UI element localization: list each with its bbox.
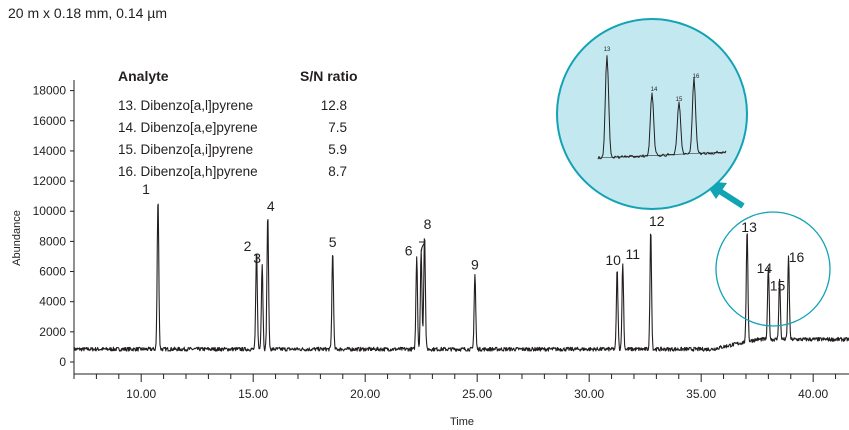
table-row-15-ratio: 5.9 <box>328 142 347 157</box>
x-tick-label: 25.00 <box>462 387 492 401</box>
y-tick-label: 2000 <box>39 325 66 339</box>
table-row-16-analyte: 16. Dibenzo[a,h]pyrene <box>118 164 258 179</box>
chromatogram-trace <box>73 203 849 352</box>
analyte-table: Analyte S/N ratio 13. Dibenzo[a,l]pyrene… <box>118 68 358 179</box>
table-row-15-analyte: 15. Dibenzo[a,i]pyrene <box>118 142 253 157</box>
inset-label-16: 16 <box>693 74 700 80</box>
peak-label-3: 3 <box>253 250 261 266</box>
x-tick-label: 40.00 <box>798 387 828 401</box>
table-header-sn-ratio: S/N ratio <box>300 68 358 84</box>
peak-label-6: 6 <box>405 242 413 258</box>
inset-label-15: 15 <box>676 97 683 103</box>
x-tick-label: 20.00 <box>350 387 380 401</box>
x-axis-ticks: 10.00 15.00 20.00 25.00 30.00 35.00 40.00 <box>73 374 837 401</box>
table-row-14-analyte: 14. Dibenzo[a,e]pyrene <box>118 120 258 135</box>
zoom-inset: 13 14 15 16 <box>556 18 748 210</box>
zoom-inset-circle <box>556 18 748 210</box>
zoom-inset-trace <box>597 55 727 160</box>
y-tick-label: 12000 <box>33 174 67 188</box>
x-tick-label: 10.00 <box>126 387 156 401</box>
peak-label-9: 9 <box>471 257 479 273</box>
peak-label-12: 12 <box>649 213 665 229</box>
chart-subtitle: 20 m x 0.18 mm, 0.14 µm <box>8 5 167 21</box>
y-tick-label: 0 <box>59 355 66 369</box>
table-row-13-analyte: 13. Dibenzo[a,l]pyrene <box>118 98 253 113</box>
y-tick-label: 10000 <box>33 204 67 218</box>
table-row-14-ratio: 7.5 <box>328 120 347 135</box>
y-tick-label: 16000 <box>33 114 67 128</box>
y-tick-label: 14000 <box>33 144 67 158</box>
peak-label-11: 11 <box>625 246 640 262</box>
peak-label-16: 16 <box>789 249 805 265</box>
peak-label-4: 4 <box>267 198 275 214</box>
y-tick-label: 4000 <box>39 295 66 309</box>
inset-label-13: 13 <box>604 47 611 53</box>
peak-label-14: 14 <box>757 260 773 276</box>
inset-label-14: 14 <box>651 87 658 93</box>
y-tick-label: 18000 <box>33 84 67 98</box>
zoom-inset-baseline <box>597 151 727 159</box>
x-tick-label: 30.00 <box>574 387 604 401</box>
peak-label-5: 5 <box>329 234 337 250</box>
zoom-region-circle <box>715 211 831 327</box>
table-row-16-ratio: 8.7 <box>328 164 347 179</box>
peak-label-8: 8 <box>424 216 432 232</box>
y-axis-ticks: 0 2000 4000 6000 8000 10000 12000 14000 16000 180… <box>33 84 74 369</box>
table-row-13-ratio: 12.8 <box>321 98 347 113</box>
y-tick-label: 6000 <box>39 265 66 279</box>
y-axis-label: Abundance <box>11 210 23 266</box>
peak-label-2: 2 <box>244 238 252 254</box>
peak-label-10: 10 <box>605 252 621 268</box>
peak-label-13: 13 <box>741 219 757 235</box>
x-tick-label: 35.00 <box>686 387 716 401</box>
y-tick-label: 8000 <box>39 234 66 248</box>
x-axis-label: Time <box>450 416 474 428</box>
peak-label-7: 7 <box>418 238 426 254</box>
peak-label-15: 15 <box>770 278 786 294</box>
x-tick-label: 15.00 <box>238 387 268 401</box>
peak-label-1: 1 <box>142 181 150 197</box>
table-header-analyte: Analyte <box>118 68 169 84</box>
